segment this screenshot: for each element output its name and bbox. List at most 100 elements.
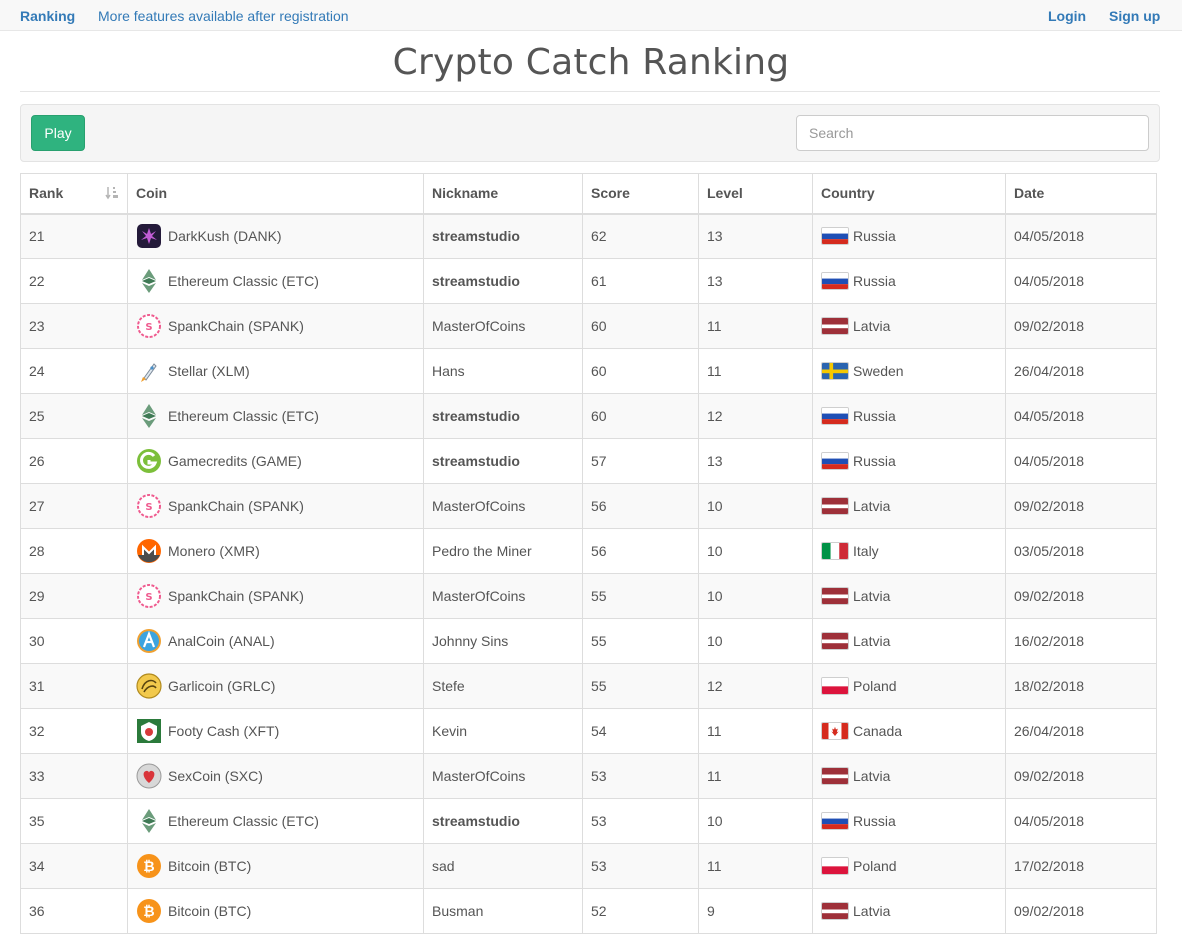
coin-cell: S SpankChain (SPANK) bbox=[127, 573, 424, 619]
ca-flag-icon bbox=[821, 722, 849, 741]
table-row[interactable]: 28 Monero (XMR) Pedro the Miner 56 10 It… bbox=[20, 528, 1157, 574]
xmr-icon bbox=[136, 538, 162, 564]
header-rank[interactable]: Rank bbox=[20, 173, 128, 215]
coin-cell: ₿ Bitcoin (BTC) bbox=[127, 843, 424, 889]
date-cell: 17/02/2018 bbox=[1005, 843, 1157, 889]
rank-cell: 25 bbox=[20, 393, 128, 439]
country-name: Latvia bbox=[853, 318, 891, 335]
sort-desc-icon[interactable] bbox=[105, 186, 119, 200]
score-cell: 60 bbox=[582, 393, 699, 439]
rank-cell: 32 bbox=[20, 708, 128, 754]
coin-name: Gamecredits (GAME) bbox=[168, 453, 302, 469]
ru-flag-icon bbox=[821, 452, 849, 471]
nav-ranking-link[interactable]: Ranking bbox=[20, 8, 76, 24]
header-score[interactable]: Score bbox=[582, 173, 699, 215]
nickname-cell: streamstudio bbox=[423, 258, 583, 304]
xft-icon bbox=[136, 718, 162, 744]
table-row[interactable]: 36 ₿ Bitcoin (BTC) Busman 52 9 Latvia 09/… bbox=[20, 888, 1157, 934]
table-row[interactable]: 26 Gamecredits (GAME) streamstudio 57 13… bbox=[20, 438, 1157, 484]
level-cell: 12 bbox=[698, 663, 813, 709]
coin-cell: Gamecredits (GAME) bbox=[127, 438, 424, 484]
coin-cell: S SpankChain (SPANK) bbox=[127, 303, 424, 349]
header-country[interactable]: Country bbox=[812, 173, 1006, 215]
table-row[interactable]: 24 Stellar (XLM) Hans 60 11 Sweden 26/04… bbox=[20, 348, 1157, 394]
toolbar: Play bbox=[20, 104, 1160, 162]
play-button[interactable]: Play bbox=[31, 115, 85, 151]
table-row[interactable]: 27 S SpankChain (SPANK) MasterOfCoins 56 … bbox=[20, 483, 1157, 529]
table-row[interactable]: 29 S SpankChain (SPANK) MasterOfCoins 55 … bbox=[20, 573, 1157, 619]
header-level[interactable]: Level bbox=[698, 173, 813, 215]
header-date[interactable]: Date bbox=[1005, 173, 1157, 215]
table-row[interactable]: 35 Ethereum Classic (ETC) streamstudio 5… bbox=[20, 798, 1157, 844]
country-name: Canada bbox=[853, 723, 903, 740]
date-cell: 16/02/2018 bbox=[1005, 618, 1157, 664]
search-input[interactable] bbox=[796, 115, 1149, 151]
nav-login-link[interactable]: Login bbox=[1048, 8, 1087, 24]
table-row[interactable]: 34 ₿ Bitcoin (BTC) sad 53 11 Poland 17/02… bbox=[20, 843, 1157, 889]
grlc-icon bbox=[136, 673, 162, 699]
level-cell: 10 bbox=[698, 483, 813, 529]
nickname-cell: Busman bbox=[423, 888, 583, 934]
country-name: Russia bbox=[853, 228, 896, 245]
header-coin[interactable]: Coin bbox=[127, 173, 424, 215]
country-name: Poland bbox=[853, 678, 897, 695]
etc-icon bbox=[136, 808, 162, 834]
header-nickname[interactable]: Nickname bbox=[423, 173, 583, 215]
country-name: Italy bbox=[853, 543, 879, 560]
xlm-icon bbox=[136, 358, 162, 384]
country-cell: Poland bbox=[812, 843, 1006, 889]
table-row[interactable]: 23 S SpankChain (SPANK) MasterOfCoins 60 … bbox=[20, 303, 1157, 349]
nickname-cell: Pedro the Miner bbox=[423, 528, 583, 574]
nickname-cell: Hans bbox=[423, 348, 583, 394]
country-cell: Canada bbox=[812, 708, 1006, 754]
svg-text:S: S bbox=[145, 592, 152, 603]
page-title: Crypto Catch Ranking bbox=[392, 42, 790, 83]
table-row[interactable]: 32 Footy Cash (XFT) Kevin 54 11 Canada 2… bbox=[20, 708, 1157, 754]
country-cell: Latvia bbox=[812, 303, 1006, 349]
coin-name: Stellar (XLM) bbox=[168, 363, 250, 379]
nav-more-features-link[interactable]: More features available after registrati… bbox=[98, 8, 349, 24]
ranking-table-body: 21 DarkKush (DANK) streamstudio 62 13 Ru… bbox=[20, 213, 1157, 934]
score-cell: 60 bbox=[582, 348, 699, 394]
rank-cell: 33 bbox=[20, 753, 128, 799]
nickname-cell: MasterOfCoins bbox=[423, 753, 583, 799]
date-cell: 04/05/2018 bbox=[1005, 438, 1157, 484]
nav-signup-link[interactable]: Sign up bbox=[1109, 8, 1161, 24]
table-row[interactable]: 22 Ethereum Classic (ETC) streamstudio 6… bbox=[20, 258, 1157, 304]
date-cell: 09/02/2018 bbox=[1005, 483, 1157, 529]
svg-text:S: S bbox=[145, 502, 152, 513]
table-row[interactable]: 33 SexCoin (SXC) MasterOfCoins 53 11 Lat… bbox=[20, 753, 1157, 799]
nickname-cell: streamstudio bbox=[423, 393, 583, 439]
date-cell: 04/05/2018 bbox=[1005, 213, 1157, 259]
nickname-cell: Kevin bbox=[423, 708, 583, 754]
nickname-cell: streamstudio bbox=[423, 798, 583, 844]
date-cell: 03/05/2018 bbox=[1005, 528, 1157, 574]
table-row[interactable]: 25 Ethereum Classic (ETC) streamstudio 6… bbox=[20, 393, 1157, 439]
table-row[interactable]: 30 AnalCoin (ANAL) Johnny Sins 55 10 Lat… bbox=[20, 618, 1157, 664]
level-cell: 11 bbox=[698, 303, 813, 349]
country-cell: Russia bbox=[812, 258, 1006, 304]
svg-text:S: S bbox=[145, 322, 152, 333]
country-cell: Russia bbox=[812, 393, 1006, 439]
date-cell: 09/02/2018 bbox=[1005, 303, 1157, 349]
coin-cell: Ethereum Classic (ETC) bbox=[127, 258, 424, 304]
coin-name: Ethereum Classic (ETC) bbox=[168, 408, 319, 424]
svg-text:₿: ₿ bbox=[143, 859, 154, 875]
table-row[interactable]: 21 DarkKush (DANK) streamstudio 62 13 Ru… bbox=[20, 213, 1157, 259]
sxc-icon bbox=[136, 763, 162, 789]
coin-cell: Stellar (XLM) bbox=[127, 348, 424, 394]
country-name: Sweden bbox=[853, 363, 904, 380]
country-cell: Russia bbox=[812, 438, 1006, 484]
nickname-cell: MasterOfCoins bbox=[423, 483, 583, 529]
table-row[interactable]: 31 Garlicoin (GRLC) Stefe 55 12 Poland 1… bbox=[20, 663, 1157, 709]
date-cell: 26/04/2018 bbox=[1005, 348, 1157, 394]
rank-cell: 23 bbox=[20, 303, 128, 349]
coin-cell: Ethereum Classic (ETC) bbox=[127, 393, 424, 439]
svg-text:₿: ₿ bbox=[143, 904, 154, 920]
score-cell: 54 bbox=[582, 708, 699, 754]
lv-flag-icon bbox=[821, 632, 849, 651]
date-cell: 04/05/2018 bbox=[1005, 258, 1157, 304]
rank-cell: 26 bbox=[20, 438, 128, 484]
coin-cell: Monero (XMR) bbox=[127, 528, 424, 574]
country-cell: Latvia bbox=[812, 573, 1006, 619]
